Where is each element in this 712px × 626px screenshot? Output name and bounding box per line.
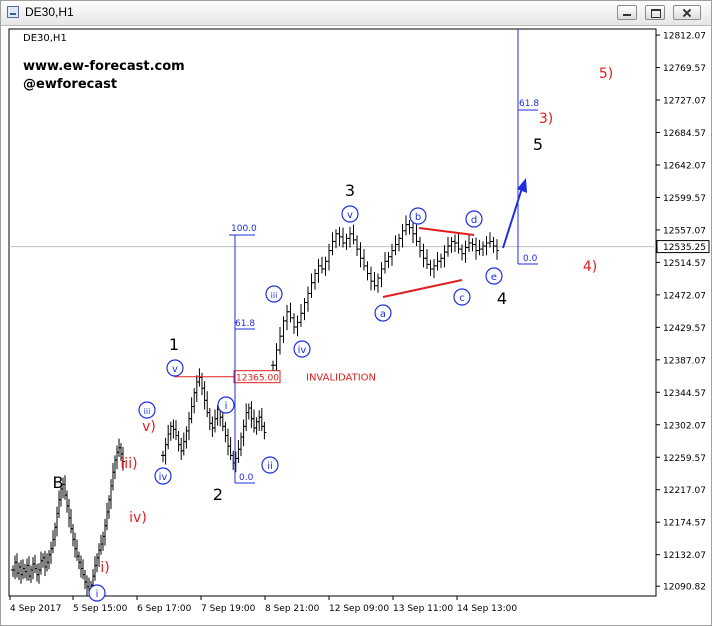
- wave-circle-label-e: e: [491, 272, 497, 283]
- wave-label-i-paren: i): [100, 560, 109, 576]
- invalidation-price-box: [233, 370, 281, 384]
- wave-circle-i: [217, 396, 235, 414]
- wave-circle-label-c: c: [459, 293, 465, 304]
- wave-circle-d: [465, 210, 483, 228]
- wave-label-5-paren: 5): [599, 66, 613, 82]
- symbol-label: DE30,H1: [23, 33, 67, 44]
- fib-left-618-label: 61.8: [235, 319, 255, 329]
- wave-circle-label-v: v: [347, 210, 353, 221]
- triangle-upper-line: [418, 227, 475, 236]
- time-tick-label: 6 Sep 17:00: [137, 604, 192, 614]
- triangle-lower-line: [382, 279, 463, 298]
- wave-label-iv-paren: iv): [129, 510, 147, 526]
- wave-circle-iii: [265, 285, 283, 303]
- wave-label-iii-paren: iii): [120, 456, 137, 472]
- wave-label-4-paren: 4): [583, 259, 597, 275]
- time-tick-label: 14 Sep 13:00: [457, 604, 517, 614]
- price-tick-label: 12217.07: [663, 486, 706, 496]
- wave-label-2: 2: [213, 485, 223, 504]
- watermark-handle: @ewforecast: [23, 77, 117, 92]
- candles: [11, 215, 499, 597]
- wave-circle-label-iii: iii: [271, 291, 278, 300]
- price-axis: 12812.07 12769.57 12727.07 12684.57 12642.07…: [656, 32, 710, 593]
- maximize-button[interactable]: [645, 5, 665, 20]
- wave-circle-label-iii: iii: [144, 407, 151, 416]
- price-tick-label: 12557.07: [663, 226, 706, 236]
- price-tick-label: 12344.57: [663, 389, 706, 399]
- price-tick-label: 12387.07: [663, 356, 706, 366]
- fib-left-0-label: 0.0: [239, 473, 254, 483]
- fib-right-0-label: 0.0: [523, 254, 538, 264]
- price-chart[interactable]: 12365.00 INVALIDATION 100.0 61.8 0.0 61.8 0.0 B…: [1, 26, 711, 626]
- price-tick-label: 12259.57: [663, 454, 706, 464]
- price-tick-label: 12514.57: [663, 259, 706, 269]
- price-tick-label: 12302.07: [663, 421, 706, 431]
- wave-label-v-paren: v): [142, 419, 156, 435]
- time-tick-label: 5 Sep 15:00: [73, 604, 128, 614]
- wave-circle-label-v: v: [172, 364, 178, 375]
- time-tick-label: 8 Sep 21:00: [265, 604, 320, 614]
- wave-circle-iii: [138, 401, 156, 419]
- wave-circle-label-ii: ii: [267, 461, 273, 472]
- price-tick-label: 12727.07: [663, 97, 706, 107]
- close-button[interactable]: [673, 5, 701, 20]
- watermark-site: www.ew-forecast.com: [23, 59, 185, 74]
- time-tick-label: 13 Sep 11:00: [393, 604, 453, 614]
- plot-border: [8, 28, 657, 597]
- wave-circle-i: [88, 584, 106, 602]
- wave-circle-b: [409, 207, 427, 225]
- chart-app-icon: [7, 6, 19, 18]
- window-titlebar[interactable]: DE30,H1: [1, 1, 711, 26]
- wave-circle-v: [341, 205, 359, 223]
- wave-label-4: 4: [497, 289, 507, 308]
- wave-circle-iv: [293, 340, 311, 358]
- wave-circle-label-b: b: [415, 212, 421, 223]
- wave-circle-ii: [261, 456, 279, 474]
- current-price-box: [656, 240, 710, 254]
- price-tick-label: 12132.07: [663, 551, 706, 561]
- wave-circle-e: [485, 267, 503, 285]
- price-tick-label: 12812.07: [663, 32, 706, 42]
- price-tick-label: 12472.07: [663, 291, 706, 301]
- invalidation-label: INVALIDATION: [306, 373, 376, 384]
- wave-circle-label-d: d: [471, 215, 477, 226]
- wave-circle-a: [374, 304, 392, 322]
- wave-circle-iv: [154, 467, 172, 485]
- wave-circle-c: [453, 288, 471, 306]
- projection-arrow-line: [502, 184, 524, 249]
- wave-label-3-paren: 3): [539, 111, 553, 127]
- time-tick-label: 7 Sep 19:00: [201, 604, 256, 614]
- price-tick-label: 12769.57: [663, 64, 706, 74]
- wave-circle-label-iv: iv: [298, 345, 307, 356]
- price-tick-label: 12174.57: [663, 519, 706, 529]
- wave-label-3: 3: [345, 181, 355, 200]
- price-tick-label: 12642.07: [663, 161, 706, 171]
- wave-circle-label-a: a: [380, 309, 386, 320]
- fib-left-100-label: 100.0: [231, 224, 257, 234]
- wave-label-1: 1: [169, 335, 179, 354]
- fib-right-618-label: 61.8: [519, 99, 539, 109]
- wave-circle-label-i: i: [96, 589, 99, 600]
- price-tick-label: 12090.82: [663, 583, 706, 593]
- wave-circle-label-i: i: [225, 401, 228, 412]
- wave-label-5: 5: [533, 135, 543, 154]
- time-axis: 4 Sep 2017 5 Sep 15:00 6 Sep 17:00 7 Sep 19…: [9, 596, 517, 614]
- wave-label-B: B: [53, 473, 64, 492]
- invalidation-price-label: 12365.00: [236, 374, 279, 384]
- price-tick-label: 12684.57: [663, 129, 706, 139]
- minimize-button[interactable]: [617, 5, 637, 20]
- current-price-label: 12535.25: [663, 243, 706, 253]
- price-tick-label: 12599.57: [663, 194, 706, 204]
- time-tick-label: 4 Sep 2017: [10, 604, 61, 614]
- plot-frame: [8, 28, 657, 597]
- window-title: DE30,H1: [25, 5, 74, 19]
- wave-circle-label-iv: iv: [159, 472, 168, 483]
- price-tick-label: 12429.57: [663, 324, 706, 334]
- time-tick-label: 12 Sep 09:00: [329, 604, 389, 614]
- wave-circle-v: [166, 359, 184, 377]
- wave-overlays: 12365.00 INVALIDATION 100.0 61.8 0.0 61.8 0.0 B…: [53, 29, 613, 602]
- projection-arrow-head: [517, 178, 527, 193]
